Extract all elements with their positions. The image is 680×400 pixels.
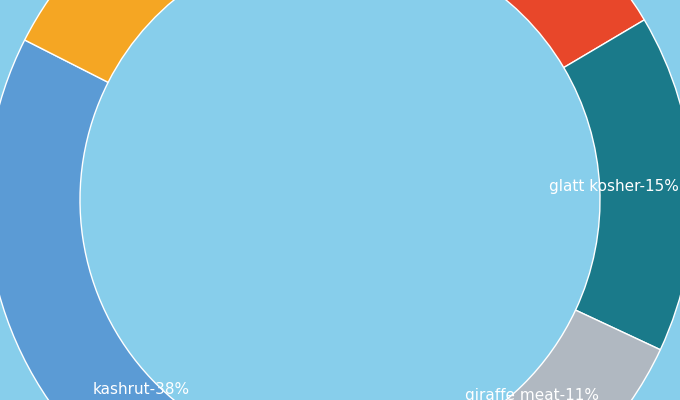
Wedge shape xyxy=(564,20,680,350)
Text: glatt kosher-15%: glatt kosher-15% xyxy=(549,179,679,194)
Wedge shape xyxy=(446,310,660,400)
Wedge shape xyxy=(340,0,645,68)
Wedge shape xyxy=(24,0,340,82)
Text: kashrut-38%: kashrut-38% xyxy=(93,382,190,396)
Wedge shape xyxy=(0,40,485,400)
Text: giraffe meat-11%: giraffe meat-11% xyxy=(465,388,599,400)
